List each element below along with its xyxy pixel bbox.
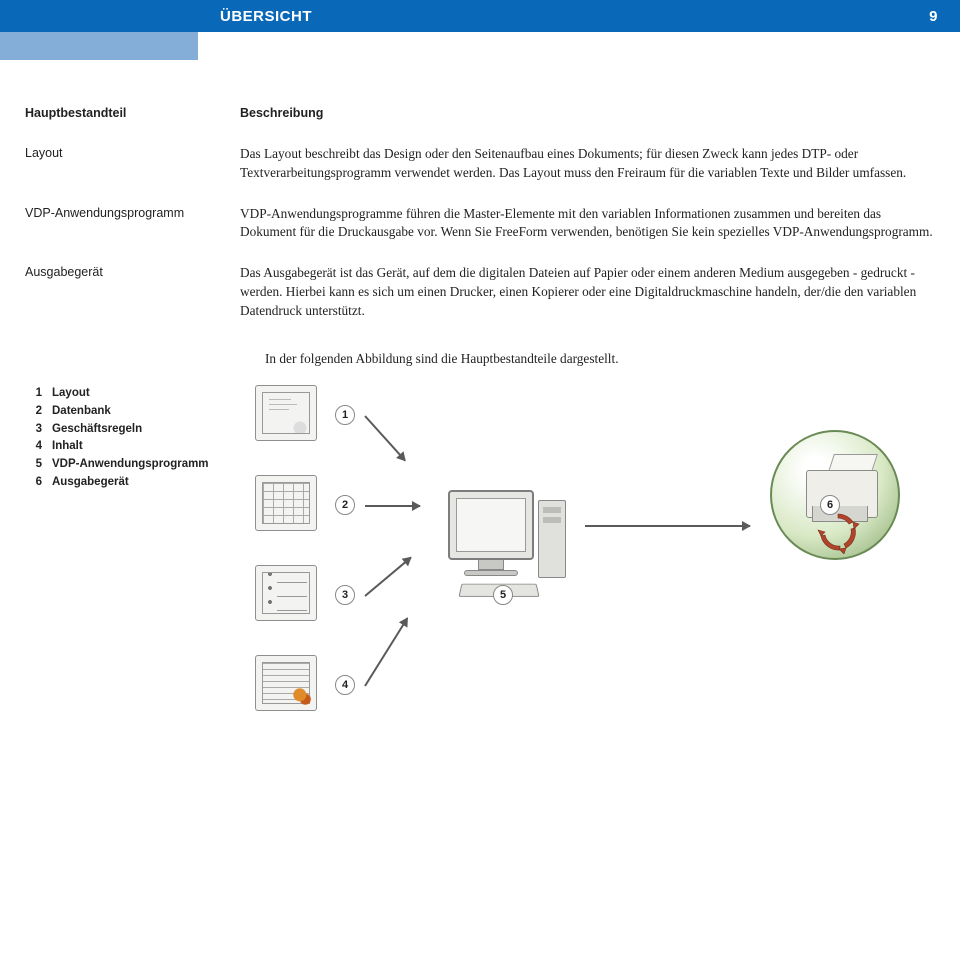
arrow-icon <box>364 618 408 687</box>
rules-icon <box>255 565 317 621</box>
legend-item: 2Datenbank <box>30 403 225 421</box>
col-header-term: Hauptbestandteil <box>25 105 220 123</box>
badge-2: 2 <box>335 495 355 515</box>
term-layout: Layout <box>25 145 220 183</box>
term-vdp: VDP-Anwendungsprogramm <box>25 205 220 243</box>
arrow-icon <box>365 505 420 507</box>
output-device-icon <box>770 430 900 560</box>
desc-layout: Das Layout beschreibt das Design oder de… <box>240 145 935 183</box>
figure-intro-text: In der folgenden Abbildung sind die Haup… <box>265 351 935 367</box>
legend-item: 6Ausgabegerät <box>30 474 225 492</box>
badge-1: 1 <box>335 405 355 425</box>
cycle-arrows-icon <box>816 510 860 554</box>
term-output: Ausgabegerät <box>25 264 220 321</box>
legend-item: 1Layout <box>30 385 225 403</box>
badge-5: 5 <box>493 585 513 605</box>
figure-area: 1Layout 2Datenbank 3Geschäftsregeln 4Inh… <box>25 385 935 745</box>
legend-item: 5VDP-Anwendungsprogramm <box>30 456 225 474</box>
legend-item: 4Inhalt <box>30 438 225 456</box>
figure-legend: 1Layout 2Datenbank 3Geschäftsregeln 4Inh… <box>25 385 225 492</box>
arrow-icon <box>364 415 406 461</box>
header-bar: ÜBERSICHT 9 <box>0 0 960 32</box>
header-accent-block <box>0 32 198 60</box>
desc-vdp: VDP-Anwendungsprogramme führen die Maste… <box>240 205 935 243</box>
content-icon <box>255 655 317 711</box>
legend-item: 3Geschäftsregeln <box>30 421 225 439</box>
page-header: ÜBERSICHT 9 <box>0 0 960 70</box>
badge-6: 6 <box>820 495 840 515</box>
workflow-diagram: 1 2 3 4 5 <box>225 385 925 745</box>
badge-3: 3 <box>335 585 355 605</box>
page-body: Hauptbestandteil Beschreibung Layout Das… <box>0 70 960 745</box>
arrow-icon <box>585 525 750 527</box>
desc-output: Das Ausgabegerät ist das Gerät, auf dem … <box>240 264 935 321</box>
badge-4: 4 <box>335 675 355 695</box>
arrow-icon <box>364 557 411 597</box>
header-title: ÜBERSICHT <box>220 8 312 25</box>
col-header-desc: Beschreibung <box>240 105 935 123</box>
definitions-table: Hauptbestandteil Beschreibung Layout Das… <box>25 105 935 321</box>
layout-icon <box>255 385 317 441</box>
header-page-number: 9 <box>929 8 938 25</box>
database-icon <box>255 475 317 531</box>
